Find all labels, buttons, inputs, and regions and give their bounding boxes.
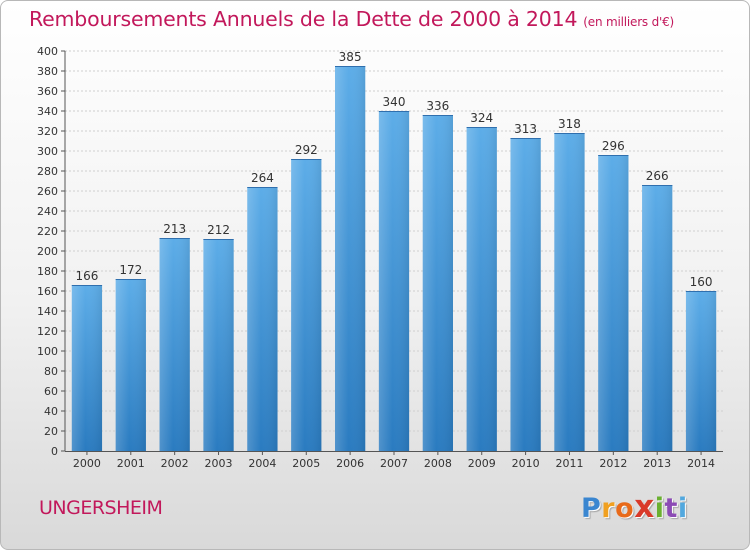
- logo-letter: x: [634, 489, 655, 525]
- bar-shine: [510, 138, 541, 451]
- data-label: 212: [207, 223, 230, 237]
- x-tick-label: 2001: [117, 457, 145, 470]
- x-tick-label: 2008: [424, 457, 452, 470]
- x-tick-label: 2010: [512, 457, 540, 470]
- y-tick-label: 160: [37, 285, 58, 298]
- bar-shine: [159, 238, 190, 451]
- data-label: 385: [339, 50, 362, 64]
- x-tick-label: 2006: [336, 457, 364, 470]
- bar-shine: [554, 133, 585, 451]
- bar-shine: [422, 115, 454, 451]
- data-label: 318: [558, 117, 581, 131]
- x-tick-label: 2005: [292, 457, 320, 470]
- data-label: 336: [426, 99, 449, 113]
- data-label: 160: [690, 275, 713, 289]
- y-tick-label: 100: [37, 345, 58, 358]
- bar-shine: [334, 66, 366, 451]
- y-tick-label: 280: [37, 165, 58, 178]
- chart-subtitle: (en milliers d'€): [583, 15, 675, 29]
- x-tick-label: 2007: [380, 457, 408, 470]
- y-tick-label: 180: [37, 265, 58, 278]
- y-tick-label: 0: [51, 445, 58, 458]
- logo-letter: t: [664, 493, 678, 524]
- y-tick-label: 340: [37, 105, 58, 118]
- x-tick-label: 2014: [687, 457, 715, 470]
- y-tick-label: 20: [44, 425, 58, 438]
- y-tick-label: 400: [37, 45, 58, 58]
- x-tick-label: 2004: [248, 457, 276, 470]
- data-label: 172: [119, 263, 142, 277]
- bar-shine: [71, 285, 103, 451]
- y-tick-label: 80: [44, 365, 58, 378]
- bar-shine: [291, 159, 322, 451]
- y-tick-label: 200: [37, 245, 58, 258]
- data-label: 324: [470, 111, 493, 125]
- bar-shine: [685, 291, 717, 451]
- proxiti-logo: Proxiti: [581, 489, 688, 525]
- y-tick-label: 360: [37, 85, 58, 98]
- y-tick-label: 320: [37, 125, 58, 138]
- y-tick-label: 300: [37, 145, 58, 158]
- y-tick-label: 60: [44, 385, 58, 398]
- town-name: UNGERSHEIM: [39, 497, 163, 519]
- logo-letter: r: [601, 493, 616, 524]
- y-tick-label: 380: [37, 65, 58, 78]
- x-tick-label: 2000: [73, 457, 101, 470]
- y-tick-label: 120: [37, 325, 58, 338]
- y-tick-label: 140: [37, 305, 58, 318]
- bar-shine: [598, 155, 629, 451]
- data-label: 166: [75, 269, 98, 283]
- logo-letter: i: [654, 493, 665, 524]
- x-tick-label: 2013: [643, 457, 671, 470]
- x-tick-label: 2003: [205, 457, 233, 470]
- x-tick-label: 2012: [599, 457, 627, 470]
- data-label: 292: [295, 143, 318, 157]
- bar-shine: [466, 127, 497, 451]
- y-tick-label: 260: [37, 185, 58, 198]
- data-label: 266: [646, 169, 669, 183]
- bar-shine: [115, 279, 146, 451]
- data-label: 264: [251, 171, 274, 185]
- data-label: 340: [383, 95, 406, 109]
- bar-shine: [203, 239, 234, 451]
- data-label: 213: [163, 222, 186, 236]
- logo-letter: i: [677, 493, 688, 524]
- x-tick-label: 2002: [161, 457, 189, 470]
- y-tick-label: 240: [37, 205, 58, 218]
- data-label: 296: [602, 139, 625, 153]
- x-tick-label: 2009: [468, 457, 496, 470]
- y-tick-label: 220: [37, 225, 58, 238]
- bar-shine: [247, 187, 278, 451]
- y-tick-label: 40: [44, 405, 58, 418]
- logo-letter: P: [581, 493, 602, 524]
- x-tick-label: 2011: [555, 457, 583, 470]
- bar-shine: [642, 185, 673, 451]
- logo-letter: o: [615, 493, 635, 524]
- data-label: 313: [514, 122, 537, 136]
- bar-shine: [378, 111, 410, 451]
- chart-title: Remboursements Annuels de la Dette de 20…: [29, 7, 675, 31]
